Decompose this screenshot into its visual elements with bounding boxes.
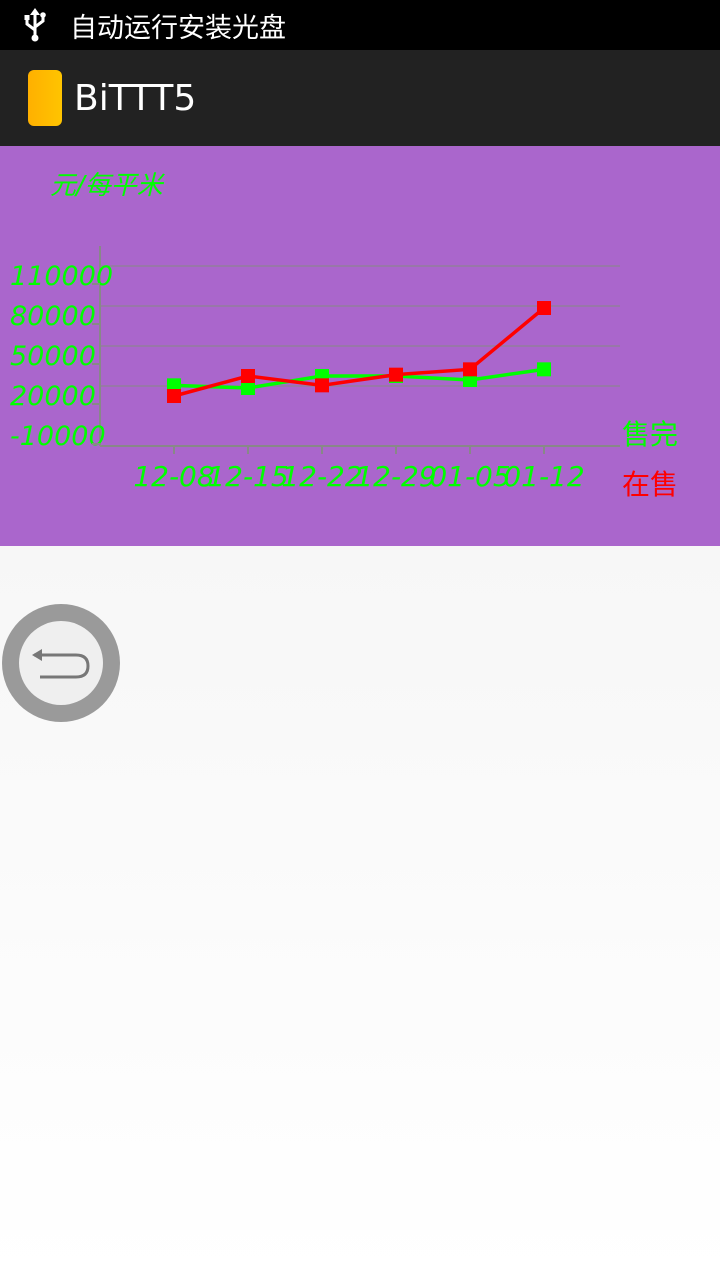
back-button[interactable] xyxy=(2,604,120,722)
price-line-chart: 元/每平米110000800005000020000-1000012-0812-… xyxy=(10,171,678,501)
x-tick-label: 12-22 xyxy=(281,460,362,493)
data-point xyxy=(537,301,551,315)
y-tick-label: 20000 xyxy=(10,381,96,412)
x-tick-label: 01-05 xyxy=(429,460,510,493)
notification-text: 自动运行安装光盘 xyxy=(70,12,286,44)
y-tick-label: 80000 xyxy=(10,301,96,332)
data-point xyxy=(241,381,255,395)
y-tick-label: -10000 xyxy=(10,421,106,452)
y-axis-label: 元/每平米 xyxy=(50,171,166,201)
x-tick-label: 01-12 xyxy=(503,460,584,493)
legend-label-1: 售完 xyxy=(622,418,678,451)
series-line-1 xyxy=(173,367,545,390)
data-point xyxy=(389,367,403,382)
x-tick-label: 12-15 xyxy=(207,460,288,493)
action-bar: BiTTT5 xyxy=(0,50,720,146)
data-point xyxy=(167,378,181,393)
back-arrow-icon xyxy=(32,649,90,679)
data-point xyxy=(463,362,477,377)
data-point xyxy=(315,378,329,393)
x-tick-label: 12-08 xyxy=(133,460,214,493)
series-line-2 xyxy=(173,306,546,398)
data-point xyxy=(167,389,181,403)
y-tick-label: 110000 xyxy=(10,261,113,292)
app-title: BiTTT5 xyxy=(74,77,197,119)
y-tick-label: 50000 xyxy=(10,341,96,372)
data-point xyxy=(241,369,255,383)
app-icon[interactable] xyxy=(28,70,62,126)
usb-icon xyxy=(0,8,70,42)
data-point xyxy=(537,362,551,377)
legend-label-2: 在售 xyxy=(622,468,678,501)
x-tick-label: 12-29 xyxy=(355,460,436,493)
chart-panel: 元/每平米 110000 80000 50000 20000 -10000 12-08 12-… xyxy=(0,146,720,546)
data-point xyxy=(463,373,477,387)
status-bar: 自动运行安装光盘 xyxy=(0,0,720,50)
back-button-face[interactable] xyxy=(19,621,103,705)
